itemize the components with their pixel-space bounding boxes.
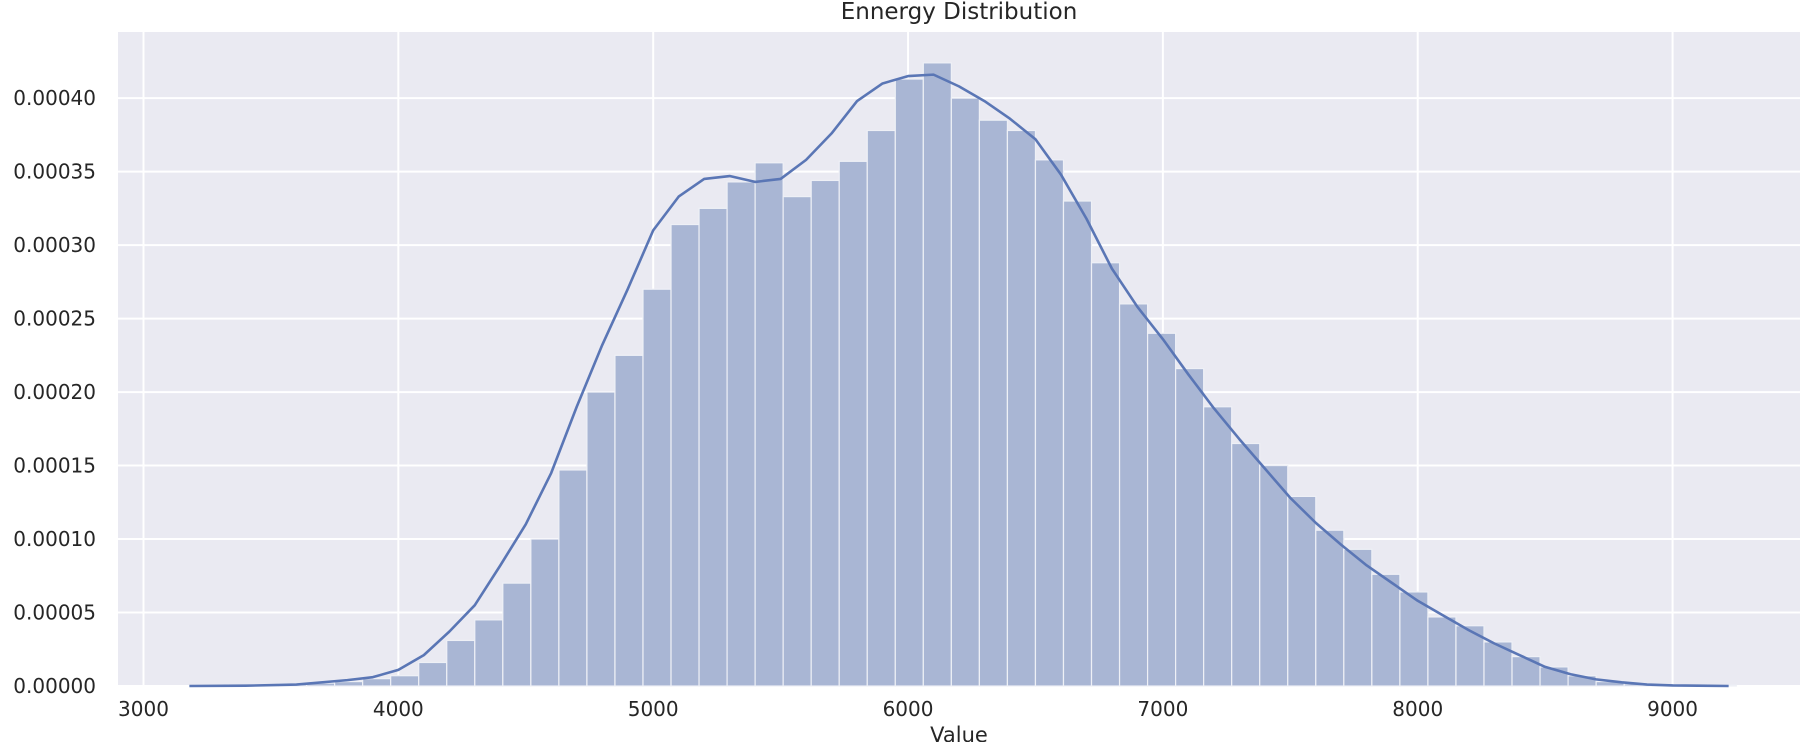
- kde-curve: [189, 73, 1729, 688]
- histogram-bar: [1090, 262, 1121, 687]
- histogram-bar: [1483, 641, 1513, 687]
- histogram-bar: [586, 391, 616, 687]
- x-tick-label: 4000: [373, 697, 424, 721]
- histogram-bar: [418, 661, 448, 687]
- histogram-bar: [530, 538, 560, 687]
- y-tick-label: 0.00025: [13, 307, 96, 331]
- histogram-bar: [1427, 616, 1457, 687]
- x-tick-label: 9000: [1647, 697, 1698, 721]
- histogram-bar: [810, 179, 840, 687]
- y-tick-label: 0.00015: [13, 454, 96, 478]
- x-tick-labels: 3000 4000 5000 6000 7000 8000 9000: [118, 697, 1698, 721]
- histogram-bar: [1371, 573, 1401, 687]
- histogram-bar: [670, 223, 700, 687]
- histogram-bar: [1343, 548, 1373, 687]
- histogram-bar: [1511, 656, 1541, 687]
- chart-title: Ennergy Distribution: [841, 0, 1078, 25]
- x-tick-label: 3000: [118, 697, 169, 721]
- histogram-bar: [1315, 529, 1345, 687]
- y-tick-label: 0.00030: [13, 233, 96, 257]
- histogram-bar: [1231, 442, 1261, 687]
- histogram-bar: [1287, 495, 1317, 687]
- histogram-bars: [193, 62, 1737, 687]
- y-tick-label: 0.00010: [13, 527, 96, 551]
- x-tick-label: 8000: [1392, 697, 1443, 721]
- histogram-bar: [726, 181, 756, 687]
- histogram-bar: [698, 207, 728, 687]
- histogram-bar: [446, 639, 476, 687]
- histogram-bar: [390, 675, 420, 687]
- x-tick-label: 6000: [883, 697, 934, 721]
- histogram-bar: [1062, 200, 1093, 687]
- y-tick-label: 0.00035: [13, 160, 96, 184]
- histogram-bar: [362, 678, 392, 687]
- histogram-bar: [866, 129, 896, 687]
- histogram-bar: [1146, 332, 1177, 687]
- y-tick-label: 0.00020: [13, 380, 96, 404]
- histogram-bar: [754, 162, 784, 687]
- histogram-bar: [838, 160, 868, 687]
- x-tick-label: 7000: [1137, 697, 1188, 721]
- histogram-bar: [1006, 129, 1037, 687]
- histogram-bar: [642, 288, 672, 687]
- histogram-bar: [782, 196, 812, 687]
- histogram-bar: [1259, 464, 1289, 687]
- histogram-bar: [1203, 406, 1233, 687]
- histogram-bar: [474, 619, 504, 687]
- histogram-bar: [922, 62, 952, 687]
- x-axis-label: Value: [930, 723, 988, 742]
- histogram-bar: [502, 582, 532, 687]
- histogram-bar: [1118, 303, 1149, 687]
- x-tick-label: 5000: [628, 697, 679, 721]
- histogram-bar: [334, 680, 364, 687]
- histogram-bar: [950, 97, 980, 687]
- y-tick-labels: 0.00000 0.00005 0.00010 0.00015 0.00020 0.000…: [13, 86, 96, 698]
- histogram-bar: [1175, 367, 1205, 687]
- histogram-bar: [1399, 591, 1429, 687]
- histogram-bar: [978, 119, 1009, 687]
- y-tick-label: 0.00040: [13, 86, 96, 110]
- y-tick-label: 0.00005: [13, 601, 96, 625]
- y-tick-label: 0.00000: [13, 674, 96, 698]
- histogram-bar: [558, 469, 588, 687]
- histogram-bar: [614, 354, 644, 687]
- histogram-bar: [894, 78, 924, 687]
- histogram-bar: [1034, 159, 1065, 687]
